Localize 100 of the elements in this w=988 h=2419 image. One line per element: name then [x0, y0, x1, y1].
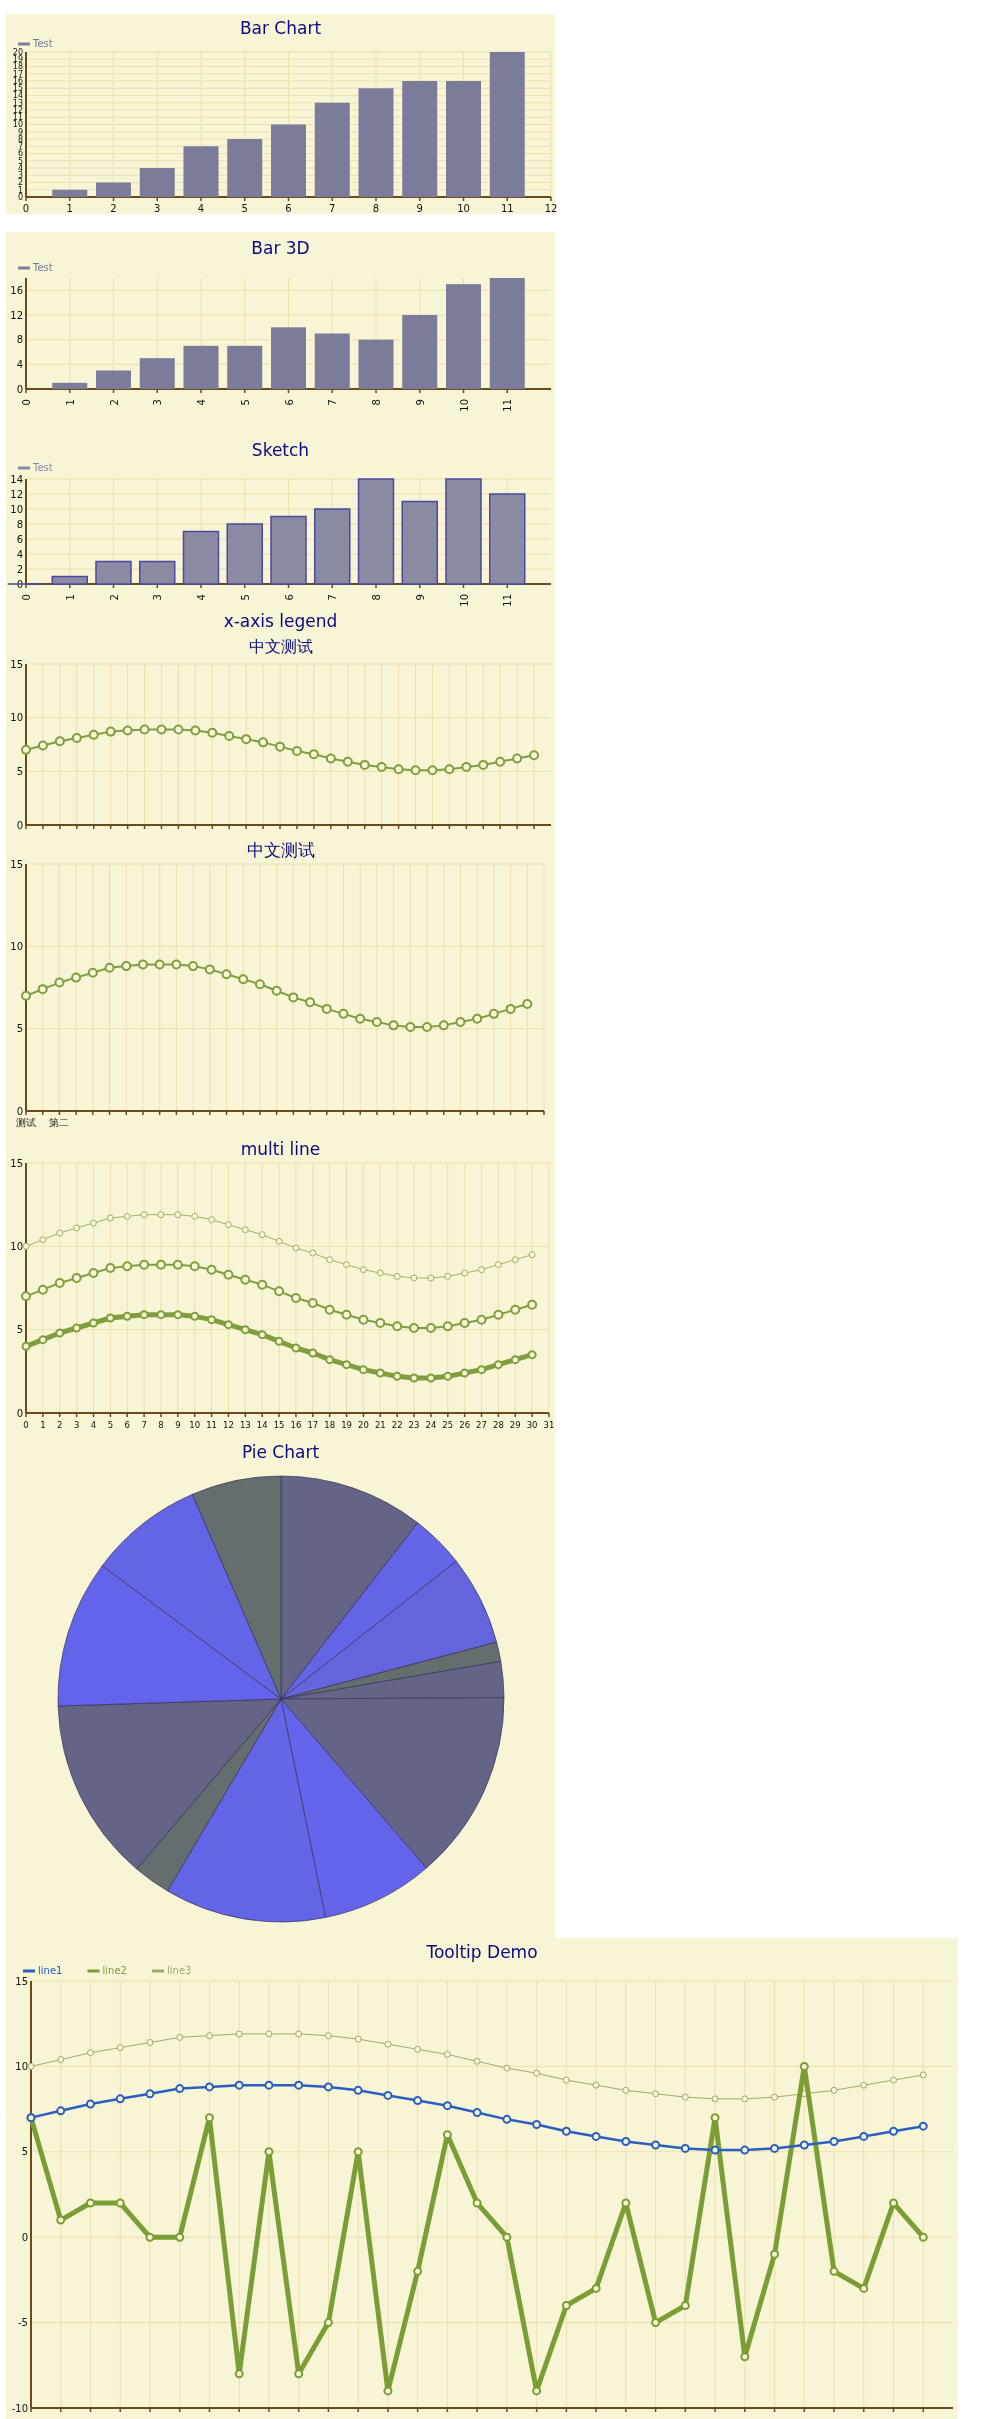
point: [190, 725, 201, 736]
y-tick-label: 20: [12, 47, 23, 57]
y-tick-label: 4: [16, 548, 23, 560]
x-tick-label: 24: [425, 1420, 437, 1430]
y-tick-label: -10: [11, 2402, 28, 2414]
bar: [358, 339, 394, 389]
point: [383, 2090, 393, 2100]
x-tick-label: 1: [40, 1420, 46, 1430]
point: [830, 2086, 838, 2094]
bar: [51, 575, 88, 585]
point: [121, 961, 132, 972]
chart-title: Bar Chart: [239, 18, 322, 38]
point: [88, 1268, 99, 1278]
y-tick-label: 15: [10, 1157, 23, 1169]
point: [324, 1304, 335, 1315]
x-tick-label: 7: [141, 1420, 147, 1430]
point: [157, 1211, 165, 1219]
bar: [96, 370, 131, 389]
point: [305, 997, 316, 1008]
y-tick-label: 16: [12, 76, 23, 86]
point: [85, 2198, 95, 2208]
bar: [358, 88, 394, 197]
point: [510, 1355, 520, 1365]
point: [71, 1273, 82, 1283]
x-tick-label: 29: [509, 1420, 521, 1430]
x-tick-label: 31: [543, 1420, 555, 1430]
point: [258, 737, 269, 748]
point: [478, 759, 489, 770]
chart-title: Pie Chart: [241, 1442, 320, 1462]
x-tick-label: 9: [416, 203, 423, 214]
point: [140, 1211, 148, 1219]
point: [324, 2032, 332, 2040]
point: [71, 972, 82, 983]
y-tick-label: 4: [17, 163, 23, 173]
point: [326, 1256, 334, 1264]
point: [174, 1211, 182, 1219]
y-tick-label: 14: [10, 473, 23, 485]
point: [104, 962, 115, 973]
point: [503, 2064, 511, 2072]
point: [495, 756, 506, 767]
bar: [357, 478, 395, 585]
point: [122, 1261, 133, 1272]
point: [106, 1214, 114, 1222]
point: [528, 1251, 536, 1259]
point: [275, 1237, 283, 1245]
point: [384, 2040, 392, 2048]
point: [354, 2035, 362, 2043]
point: [309, 1249, 317, 1257]
point: [37, 1284, 48, 1295]
bar: [314, 508, 351, 585]
point: [235, 2030, 243, 2038]
point: [189, 1261, 200, 1272]
point: [56, 1229, 64, 1237]
point: [409, 1373, 419, 1383]
point: [393, 764, 404, 775]
point: [621, 2137, 631, 2147]
x-tick-label: 2: [110, 203, 117, 214]
point: [383, 2386, 393, 2396]
point: [358, 1365, 368, 1375]
point: [413, 2096, 423, 2106]
y-tick-label: 16: [10, 284, 23, 296]
point: [274, 1336, 284, 1346]
point: [173, 1310, 183, 1320]
point: [438, 1020, 449, 1031]
point: [376, 762, 387, 773]
x-tick-label: 5: [239, 399, 251, 406]
x-tick-label: 7: [329, 203, 336, 214]
point: [258, 1231, 266, 1239]
point: [493, 1360, 503, 1370]
x-tick-label: 1: [64, 594, 76, 601]
bar: [139, 560, 176, 585]
point: [472, 1013, 483, 1024]
point: [204, 964, 215, 975]
chart-title: Sketch: [251, 440, 310, 460]
point: [562, 2076, 570, 2084]
point: [73, 1224, 81, 1232]
point: [355, 1013, 366, 1024]
point: [711, 2095, 719, 2103]
chart-title: x-axis legend: [223, 611, 338, 631]
point: [294, 2369, 304, 2379]
point: [21, 990, 31, 1001]
point: [257, 1279, 268, 1290]
point: [622, 2086, 630, 2094]
y-tick-label: 6: [17, 149, 23, 159]
x-tick-label: 6: [124, 1420, 130, 1430]
point: [38, 1335, 48, 1345]
point: [71, 733, 82, 744]
point: [358, 1314, 369, 1325]
chart-title: Bar 3D: [251, 238, 310, 258]
x-tick-label: 4: [90, 1420, 97, 1430]
point: [410, 765, 421, 776]
y-tick-label: 15: [12, 84, 23, 94]
point: [105, 1263, 116, 1273]
chart-title: 中文测试: [246, 840, 315, 860]
bar: [52, 382, 88, 389]
point: [264, 2080, 274, 2090]
y-tick-label: 0: [16, 1407, 23, 1419]
point: [829, 2137, 839, 2147]
point: [21, 744, 31, 755]
x-tick-label: 30: [526, 1420, 538, 1430]
